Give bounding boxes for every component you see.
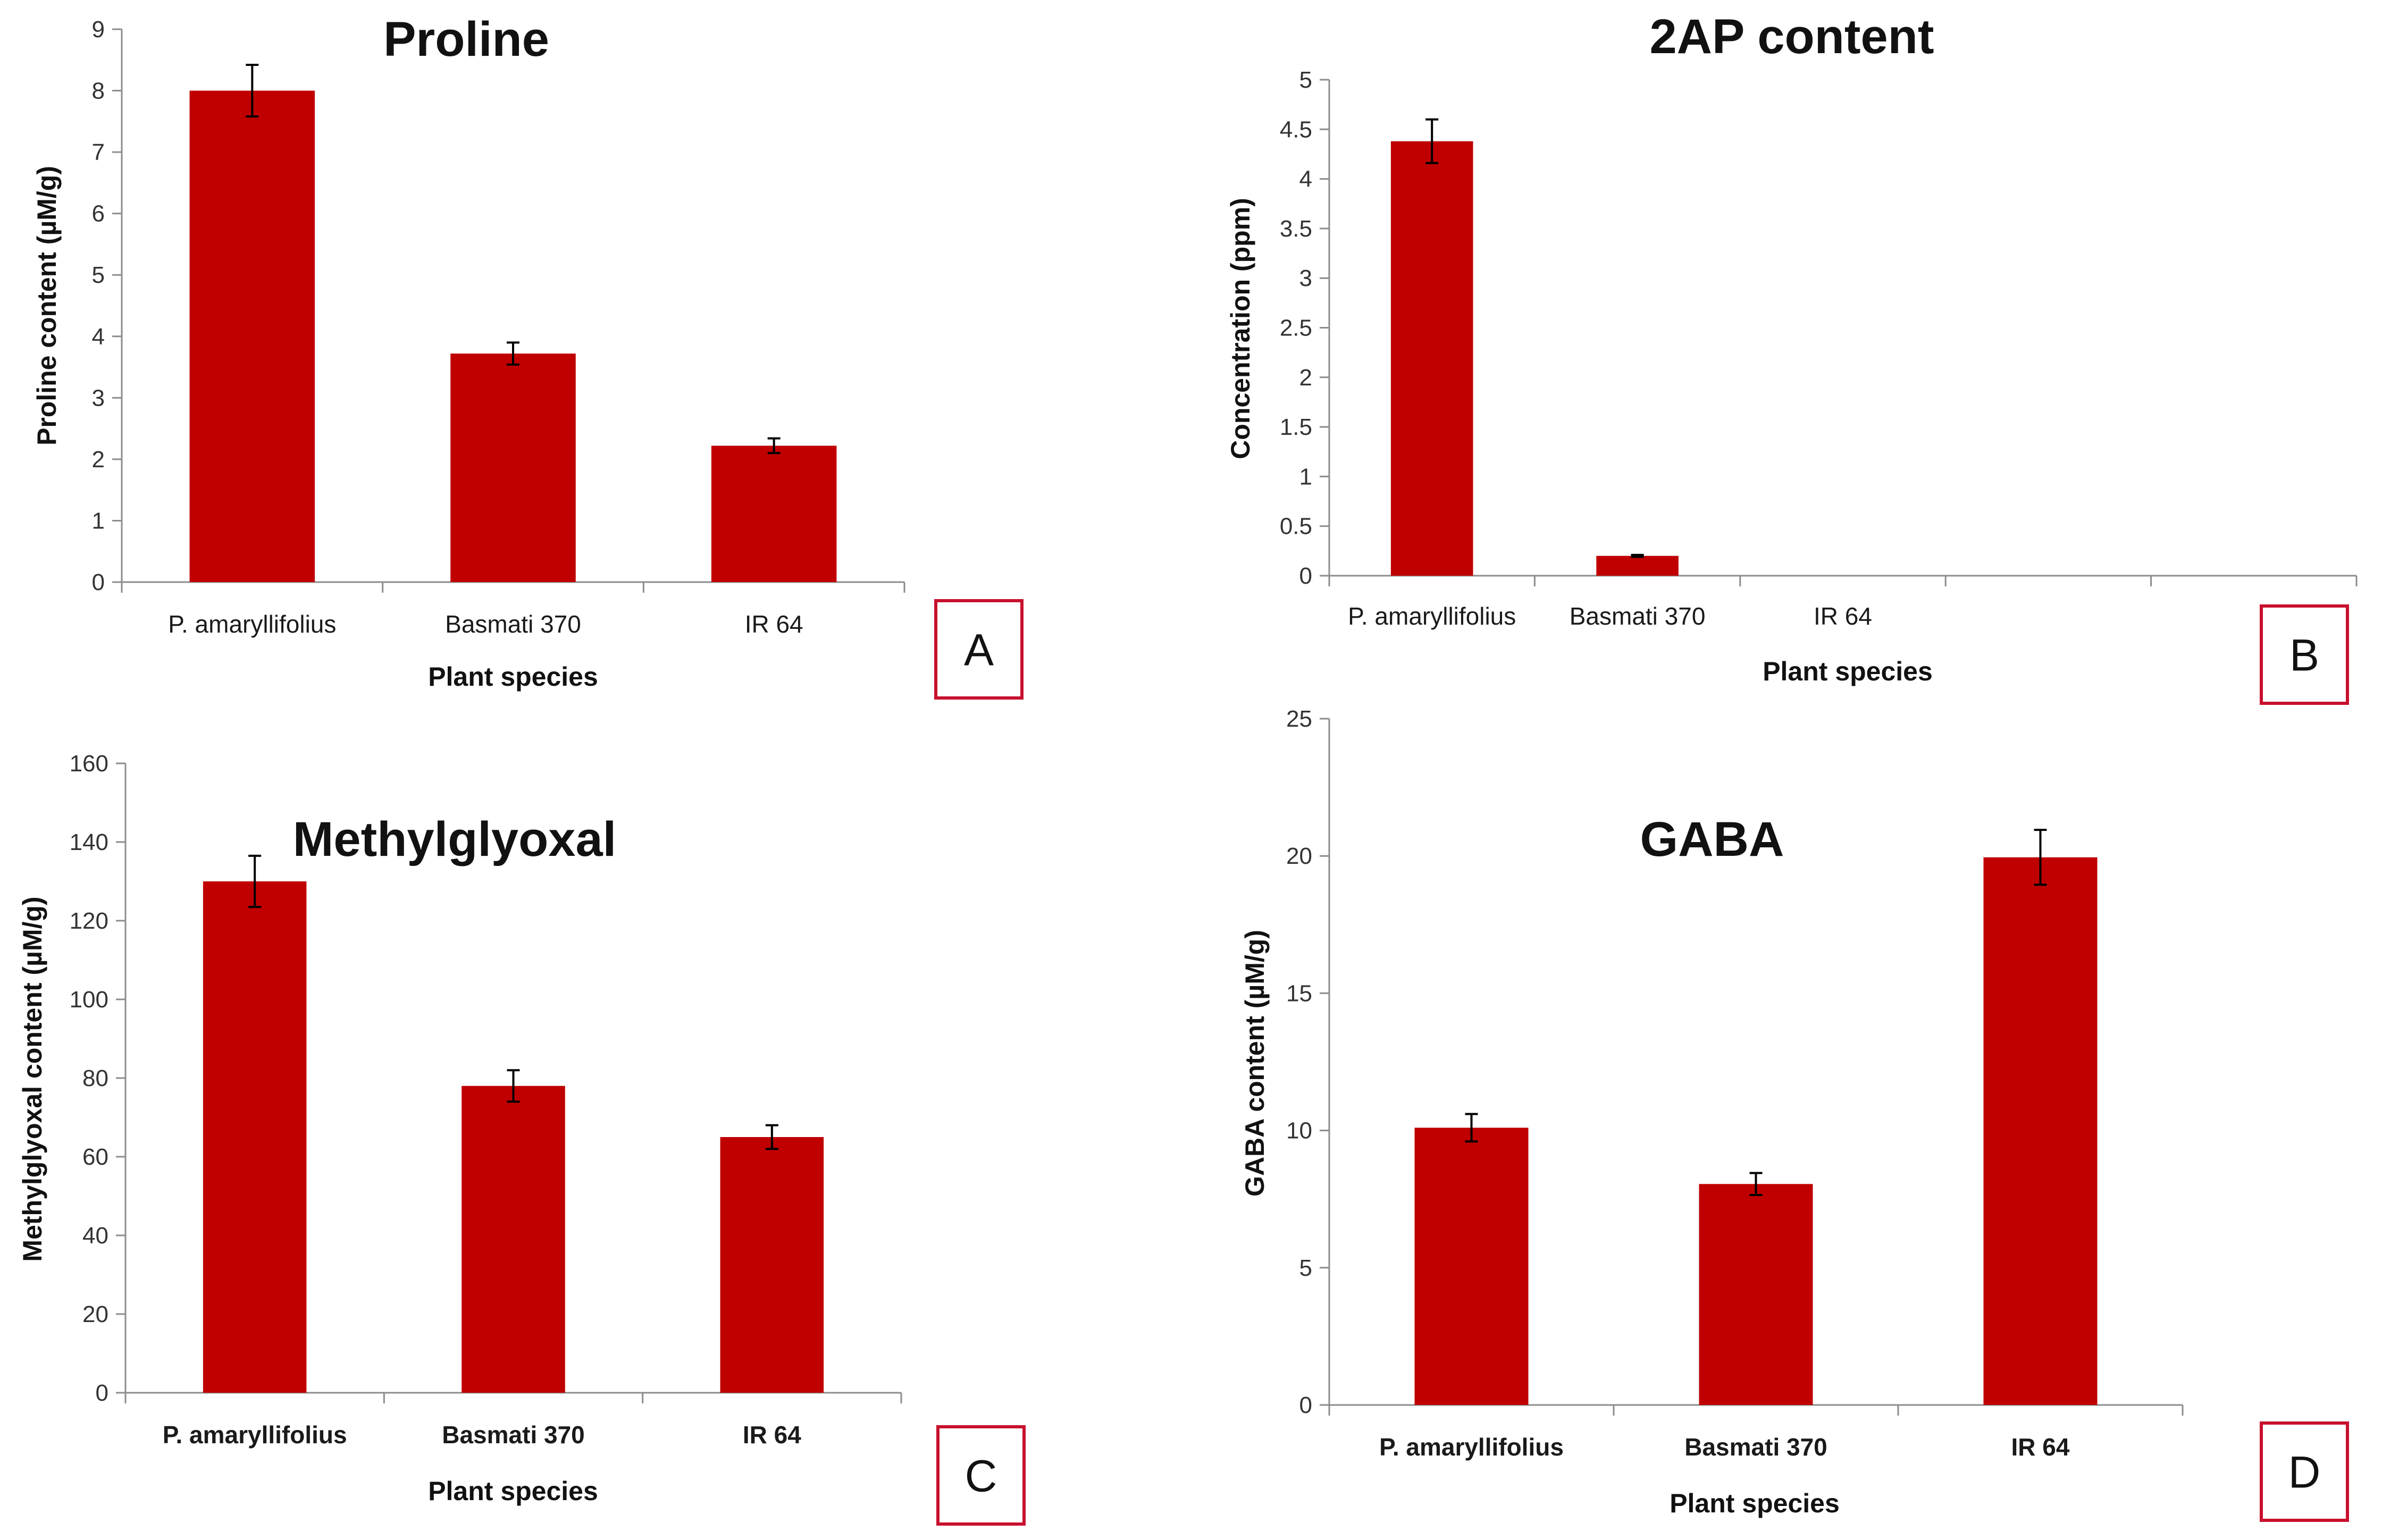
y-tick-label: 0 [1299, 563, 1312, 589]
y-tick-label: 40 [82, 1223, 108, 1249]
panel-letter-box [936, 1425, 1026, 1526]
bar [711, 445, 837, 582]
y-axis-title: GABA content (µM/g) [1240, 930, 1270, 1197]
y-tick-label: 0 [1299, 1392, 1312, 1418]
y-axis-title: Concentration (ppm) [1226, 198, 1255, 459]
y-tick-label: 4.5 [1280, 116, 1312, 142]
y-tick-label: 1 [1299, 464, 1312, 490]
y-tick-label: 3 [92, 385, 105, 411]
y-tick-label: 15 [1286, 980, 1312, 1006]
bar [462, 1085, 565, 1393]
bar [450, 354, 576, 582]
y-tick-label: 2.5 [1280, 315, 1312, 341]
x-category-label: P. amaryllifolius [1379, 1433, 1564, 1461]
y-tick-label: 140 [70, 829, 108, 855]
y-tick-label: 60 [82, 1144, 108, 1170]
x-category-label: IR 64 [745, 610, 803, 638]
y-tick-label: 4 [92, 324, 105, 350]
y-tick-label: 100 [70, 987, 108, 1013]
x-axis-title: Plant species [1763, 657, 1933, 686]
chart-panel-d: 0 5 10 15 20 25 P. amaryllifolius Basmati 370 IR… [1240, 706, 2349, 1522]
x-category-label: IR 64 [743, 1421, 801, 1449]
y-tick-label: 5 [92, 262, 105, 288]
y-tick-label: 5 [1299, 67, 1312, 93]
bar [189, 90, 315, 583]
x-category-label: P. amaryllifolius [168, 610, 336, 638]
chart-title: 2AP content [1649, 10, 1934, 64]
x-category-label: IR 64 [2011, 1433, 2070, 1461]
x-category-label: IR 64 [1814, 602, 1872, 630]
x-axis-title: Plant species [428, 1476, 598, 1506]
y-tick-label: 8 [92, 78, 105, 104]
y-tick-label: 1.5 [1280, 414, 1312, 440]
x-axis-title: Plant species [1670, 1488, 1840, 1518]
chart-panel-a: 0 1 2 3 4 5 6 7 8 9 P. amaryllifolius Basmati 370 IR… [32, 12, 1024, 700]
x-category-label: P. amaryllifolius [163, 1421, 347, 1449]
y-axis-title: Methylglyoxal content (µM/g) [18, 896, 47, 1261]
y-tick-label: 25 [1286, 706, 1312, 732]
bar [1390, 141, 1473, 576]
y-tick-label: 3 [1299, 265, 1312, 291]
y-tick-label: 20 [1286, 843, 1312, 869]
y-tick-label: 0 [96, 1380, 108, 1406]
y-tick-label: 160 [70, 751, 108, 777]
y-tick-label: 1 [92, 508, 105, 534]
y-tick-label: 120 [70, 908, 108, 934]
y-tick-label: 7 [92, 139, 105, 165]
y-tick-label: 2 [92, 447, 105, 473]
chart-title: GABA [1640, 812, 1784, 866]
bar [720, 1137, 824, 1393]
y-tick-label: 80 [82, 1065, 108, 1091]
panel-letter: C [965, 1451, 997, 1501]
y-tick-label: 20 [82, 1301, 108, 1327]
x-category-label: Basmati 370 [1570, 602, 1706, 630]
y-tick-label: 6 [92, 201, 105, 227]
y-tick-label: 9 [92, 16, 105, 43]
panel-letter: A [964, 625, 994, 675]
panel-letter-box [2260, 604, 2349, 705]
y-tick-label: 10 [1286, 1118, 1312, 1144]
panel-letter: B [2289, 630, 2319, 680]
y-tick-label: 0 [92, 569, 105, 595]
x-category-label: Basmati 370 [1684, 1433, 1827, 1461]
panel-letter-box [934, 599, 1024, 700]
y-tick-label: 3.5 [1280, 216, 1312, 242]
x-category-label: Basmati 370 [442, 1421, 585, 1449]
x-axis-title: Plant species [428, 662, 598, 692]
bar [1596, 556, 1679, 576]
chart-title: Methylglyoxal [293, 812, 616, 866]
y-tick-label: 2 [1299, 365, 1312, 391]
bar [1699, 1184, 1813, 1405]
y-axis-title: Proline content (µM/g) [32, 166, 62, 445]
chart-panel-b: 0 0.5 1 1.5 2 2.5 3 3.5 4 4.5 5 P. amaryllifolius Ba… [1226, 10, 2358, 705]
bar [203, 881, 307, 1393]
y-tick-label: 5 [1299, 1255, 1312, 1281]
x-category-label: Basmati 370 [445, 610, 581, 638]
bar [1414, 1127, 1529, 1405]
y-tick-label: 0.5 [1280, 514, 1312, 540]
y-tick-label: 4 [1299, 166, 1312, 192]
chart-panel-c: 0 20 40 60 80 100 120 140 160 P. amaryllifolius Ba… [18, 751, 1026, 1526]
panel-letter-box [2260, 1421, 2349, 1522]
bar [1983, 857, 2098, 1405]
x-category-label: P. amaryllifolius [1348, 602, 1516, 630]
chart-title: Proline [383, 12, 549, 66]
panel-letter: D [2288, 1448, 2321, 1497]
